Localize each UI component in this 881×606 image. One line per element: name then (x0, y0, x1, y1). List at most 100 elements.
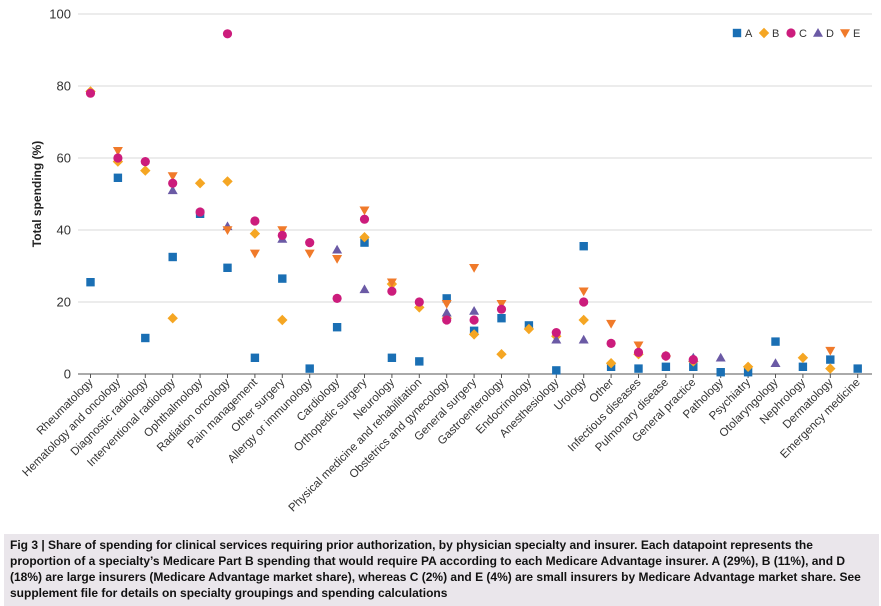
data-point-b (468, 329, 480, 340)
data-point-e (332, 255, 343, 264)
data-point-a (360, 238, 369, 247)
legend-marker-e (840, 29, 850, 38)
data-point-a (332, 323, 342, 332)
legend-label-b: B (772, 28, 779, 40)
data-point-a (113, 173, 123, 182)
data-point-a (278, 274, 287, 283)
data-point-a (497, 314, 506, 323)
legend-marker-c (786, 28, 796, 38)
data-point-e (825, 346, 836, 356)
data-point-c (633, 347, 644, 357)
data-point-a (771, 337, 780, 346)
data-point-c (277, 230, 287, 240)
data-point-b (797, 352, 809, 363)
legend-marker-a (732, 28, 742, 38)
data-point-a (579, 242, 588, 251)
data-point-e (496, 300, 507, 309)
data-point-c (195, 207, 205, 217)
data-point-d (578, 334, 589, 344)
data-point-a (442, 294, 451, 303)
data-point-e (222, 226, 233, 235)
data-point-a (168, 252, 177, 262)
data-point-c (688, 355, 698, 365)
data-point-c (551, 328, 561, 338)
data-point-b (167, 313, 178, 324)
y-tick-label: 60 (57, 151, 71, 166)
data-point-b (249, 228, 261, 239)
data-point-a (552, 366, 561, 375)
legend-label-e: E (853, 28, 860, 40)
data-point-b (496, 349, 507, 360)
data-point-c (414, 297, 424, 307)
gridlines (78, 13, 872, 303)
data-point-b (578, 314, 589, 326)
data-point-c (85, 88, 96, 98)
data-point-d (770, 358, 781, 367)
data-point-c (222, 29, 233, 39)
data-point-b (359, 232, 370, 243)
data-point-c (661, 351, 671, 361)
y-tick-label: 100 (49, 7, 71, 22)
data-point-d (359, 284, 370, 294)
y-tick-label: 0 (64, 367, 71, 382)
data-point-e (606, 319, 617, 329)
data-point-d (441, 307, 452, 317)
data-point-b (825, 363, 836, 374)
legend: A B C D E (732, 27, 860, 40)
data-point-a (86, 278, 95, 287)
legend-label-c: C (799, 28, 807, 40)
y-tick-label: 40 (57, 223, 71, 238)
y-tick-label: 20 (57, 295, 71, 310)
data-point-a (689, 362, 698, 371)
data-point-c (469, 315, 479, 325)
data-point-e (386, 278, 397, 288)
data-point-c (168, 178, 178, 188)
data-point-e (304, 249, 315, 259)
y-tick-label: 80 (57, 79, 71, 94)
data-point-e (277, 226, 288, 235)
data-point-c (359, 214, 370, 224)
data-point-a (250, 353, 260, 362)
data-point-c (442, 315, 452, 325)
data-point-d (551, 334, 562, 344)
figure-caption: Fig 3 | Share of spending for clinical s… (4, 534, 879, 606)
caption-text: Fig 3 | Share of spending for clinical s… (10, 538, 861, 600)
data-point-d (469, 306, 480, 315)
data-point-c (606, 338, 616, 348)
data-point-e (578, 287, 589, 297)
data-point-a (743, 368, 753, 377)
data-point-e (359, 206, 370, 216)
data-point-c (140, 157, 150, 167)
data-point-e (249, 249, 260, 259)
data-point-c (305, 238, 315, 248)
data-point-c (113, 153, 123, 163)
data-point-c (332, 293, 342, 303)
data-point-d (167, 185, 178, 195)
data-point-a (305, 364, 314, 373)
data-point-d (332, 244, 343, 254)
data-point-a (716, 368, 725, 377)
data-point-c (579, 297, 589, 307)
data-point-e (633, 341, 644, 351)
data-point-e (167, 172, 178, 181)
data-point-c (387, 286, 397, 296)
data-point-e (469, 264, 480, 273)
data-point-a (826, 355, 835, 364)
data-point-a (798, 362, 808, 371)
data-point-b (523, 323, 535, 335)
data-point-c (496, 304, 507, 314)
data-point-c (250, 216, 260, 226)
data-points (85, 29, 862, 377)
legend-label-a: A (745, 28, 753, 40)
legend-label-d: D (826, 28, 834, 40)
data-point-a (415, 357, 424, 366)
data-point-a (634, 364, 643, 373)
data-point-e (112, 147, 123, 156)
legend-marker-b (758, 27, 770, 39)
data-point-b (194, 178, 206, 189)
y-axis-label: Total spending (%) (30, 141, 44, 247)
data-point-a (141, 333, 150, 343)
data-point-d (715, 352, 726, 362)
